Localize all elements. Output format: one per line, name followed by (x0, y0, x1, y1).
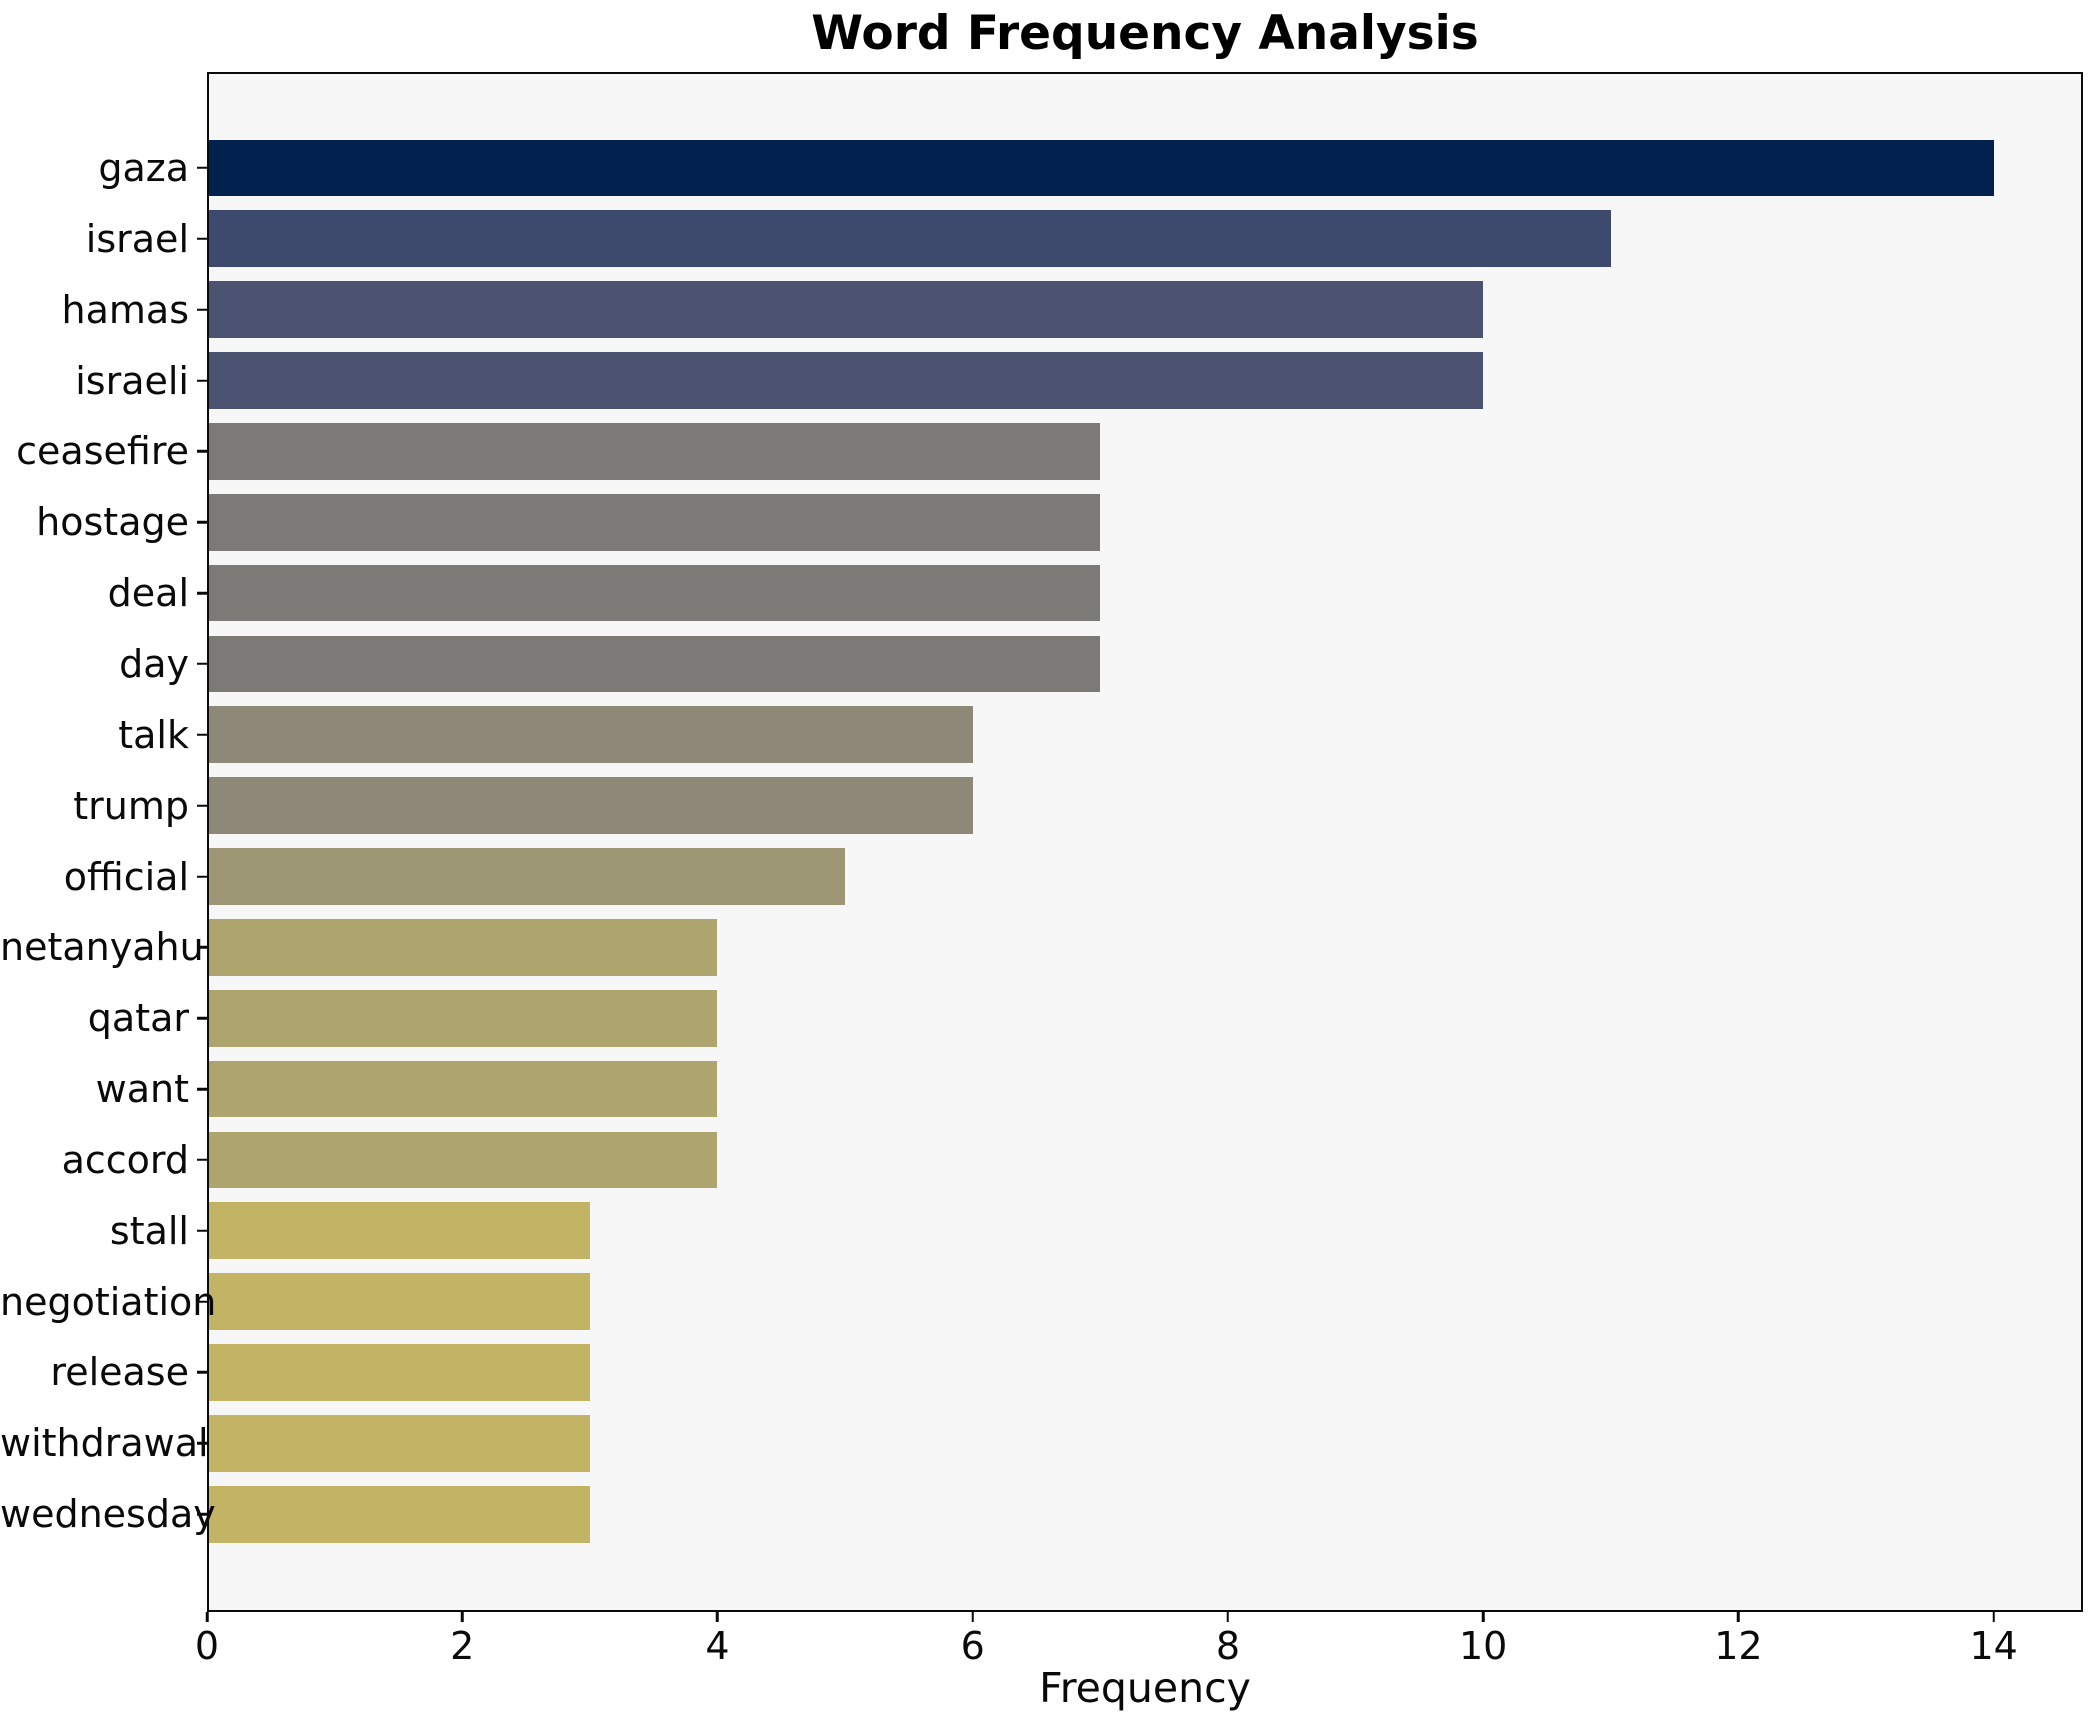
x-tick-mark (460, 1612, 464, 1622)
y-tick-label-gaza: gaza (98, 145, 189, 190)
y-tick-label-accord: accord (61, 1137, 189, 1182)
y-tick-label-release: release (50, 1350, 189, 1395)
y-tick-label-withdrawal: withdrawal (0, 1421, 209, 1466)
bar-hamas (207, 281, 1484, 338)
x-tick-label-8: 8 (1215, 1624, 1241, 1668)
y-tick-label-official: official (63, 854, 189, 899)
x-tick-mark (716, 1612, 719, 1622)
x-tick-mark (1226, 1612, 1230, 1622)
y-tick-mark (197, 520, 207, 524)
x-tick-label-6: 6 (960, 1624, 985, 1668)
y-tick-mark (197, 379, 207, 382)
x-tick-label-14: 14 (1969, 1624, 2018, 1668)
x-tick-mark (1992, 1612, 1995, 1622)
bar-hostage (207, 493, 1101, 551)
bar-official (207, 848, 846, 905)
x-tick-label-2: 2 (450, 1624, 475, 1668)
y-tick-mark (197, 450, 207, 453)
y-tick-mark (197, 308, 207, 311)
y-tick-mark (197, 1158, 207, 1162)
y-tick-mark (197, 1371, 207, 1374)
bar-accord (207, 1131, 718, 1189)
y-tick-label-day: day (119, 641, 189, 686)
bar-withdrawal (207, 1415, 590, 1472)
y-tick-mark (197, 1512, 207, 1516)
bar-netanyahu (207, 919, 718, 976)
bar-day (207, 635, 1101, 693)
bar-trump (207, 777, 973, 834)
y-tick-label-negotiation: negotiation (0, 1279, 217, 1324)
y-tick-label-ceasefire: ceasefire (16, 429, 189, 474)
y-tick-label-israel: israel (85, 216, 189, 261)
x-tick-label-0: 0 (194, 1624, 220, 1668)
y-tick-label-netanyahu: netanyahu (0, 925, 204, 970)
bar-negotiation (207, 1273, 590, 1330)
y-tick-mark (197, 237, 207, 241)
bar-ceasefire (207, 423, 1101, 480)
y-tick-label-talk: talk (118, 712, 189, 757)
y-tick-mark (197, 591, 207, 595)
y-tick-mark (197, 1300, 207, 1303)
x-tick-mark (971, 1612, 974, 1622)
y-tick-mark (197, 804, 207, 807)
y-tick-label-deal: deal (107, 571, 189, 616)
bar-deal (207, 564, 1101, 622)
x-tick-label-4: 4 (705, 1624, 730, 1668)
y-tick-label-trump: trump (73, 783, 189, 828)
chart-title: Word Frequency Analysis (811, 6, 1479, 61)
y-tick-mark (197, 1016, 207, 1020)
y-tick-mark (197, 166, 207, 170)
bar-wednesday (207, 1485, 590, 1543)
bar-israeli (207, 352, 1484, 409)
x-tick-mark (1481, 1612, 1485, 1622)
bar-release (207, 1344, 590, 1401)
x-tick-mark (205, 1612, 209, 1622)
y-tick-mark (197, 875, 207, 878)
bar-talk (207, 706, 973, 764)
bar-want (207, 1060, 718, 1118)
y-tick-mark (197, 1229, 207, 1233)
bar-stall (207, 1202, 590, 1260)
y-tick-label-hostage: hostage (36, 500, 189, 545)
y-tick-mark (197, 1087, 207, 1091)
bar-qatar (207, 989, 718, 1047)
y-tick-label-qatar: qatar (87, 996, 189, 1041)
bar-israel (207, 210, 1611, 268)
y-tick-label-stall: stall (109, 1208, 189, 1253)
x-tick-mark (1737, 1612, 1740, 1622)
y-tick-label-israeli: israeli (75, 358, 189, 403)
x-tick-label-12: 12 (1714, 1624, 1763, 1668)
y-tick-mark (197, 1442, 207, 1445)
bar-gaza (207, 139, 1994, 197)
y-tick-mark (197, 946, 207, 949)
x-axis-label: Frequency (1039, 1664, 1251, 1712)
y-tick-label-hamas: hamas (61, 287, 189, 332)
y-tick-label-wednesday: wednesday (0, 1492, 216, 1537)
y-tick-mark (197, 662, 207, 666)
x-tick-label-10: 10 (1459, 1624, 1508, 1668)
y-tick-mark (197, 733, 207, 737)
y-tick-label-want: want (95, 1067, 189, 1112)
